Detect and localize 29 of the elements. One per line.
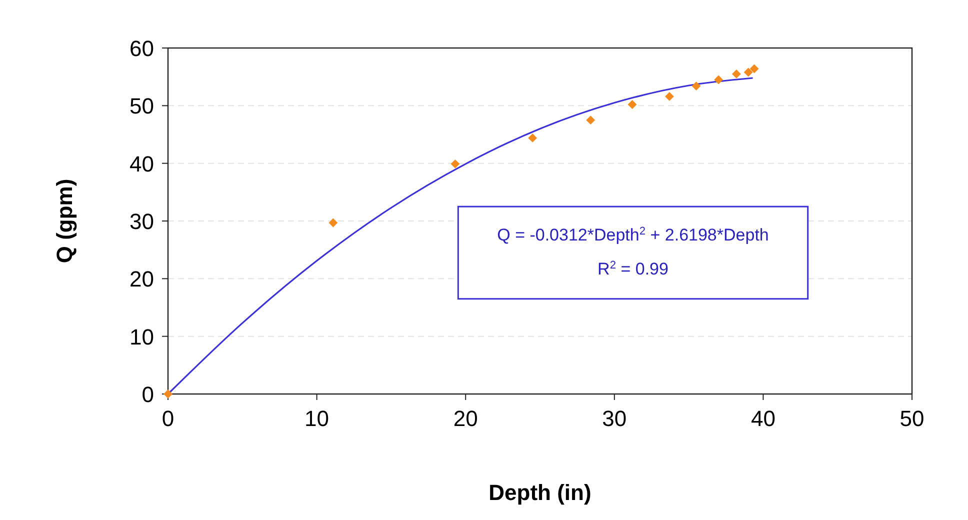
point — [164, 390, 172, 398]
x-tick-label: 30 — [602, 406, 627, 431]
point — [750, 64, 759, 74]
y-tick-label: 60 — [130, 36, 154, 61]
y-tick-label: 20 — [130, 266, 154, 292]
x-tick-label: 40 — [750, 406, 776, 431]
point — [628, 100, 637, 109]
y-tick-label: 50 — [130, 94, 154, 119]
x-tick-label: 10 — [304, 406, 330, 431]
y-tick-label: 30 — [130, 209, 154, 234]
x-tick-label: 0 — [162, 406, 174, 431]
point — [664, 92, 674, 101]
x-tick-label: 20 — [453, 406, 478, 431]
annotation: R$^{2}$ = 0.99 — [598, 260, 668, 279]
y-tick-label: 40 — [130, 151, 154, 176]
y-tick-label: 10 — [130, 324, 154, 350]
y-axis-title: Q (gpm) — [52, 178, 77, 264]
x-tick-label: 50 — [900, 406, 924, 431]
point — [328, 218, 338, 228]
point — [528, 133, 538, 142]
y-tick-label: 0 — [142, 382, 154, 407]
point — [692, 82, 701, 91]
annotation: Q = -0.0312*Depth$^{2}$ + 2.6198*Depth — [497, 226, 769, 245]
point — [732, 69, 741, 78]
point — [714, 75, 724, 84]
point — [586, 116, 596, 125]
x-axis-title: Depth (in) — [488, 480, 592, 505]
point — [450, 159, 460, 168]
point — [744, 68, 753, 77]
